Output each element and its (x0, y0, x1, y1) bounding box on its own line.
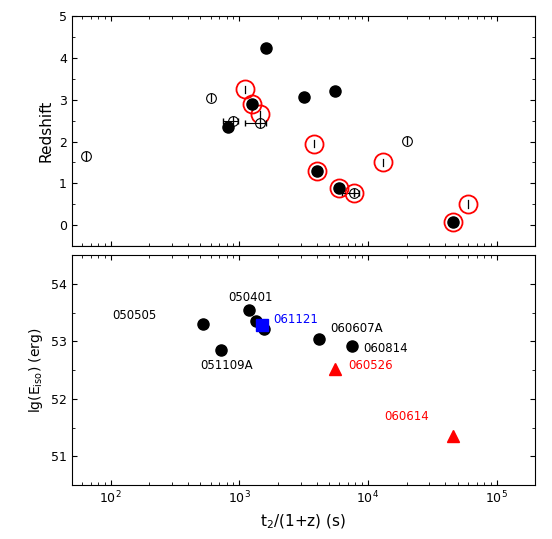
X-axis label: t$_2$/(1+z) (s): t$_2$/(1+z) (s) (261, 512, 347, 530)
Text: 050505: 050505 (113, 309, 157, 322)
Text: 051109A: 051109A (200, 360, 253, 372)
Text: 060526: 060526 (348, 359, 393, 372)
Text: 060814: 060814 (363, 342, 407, 355)
Text: 060614: 060614 (384, 410, 428, 423)
Y-axis label: lg(E$_\mathrm{iso}$) (erg): lg(E$_\mathrm{iso}$) (erg) (28, 327, 45, 413)
Text: 061121: 061121 (273, 313, 318, 326)
Text: 050401: 050401 (229, 292, 273, 305)
Text: 060607A: 060607A (331, 322, 383, 335)
Y-axis label: Redshift: Redshift (38, 100, 54, 162)
